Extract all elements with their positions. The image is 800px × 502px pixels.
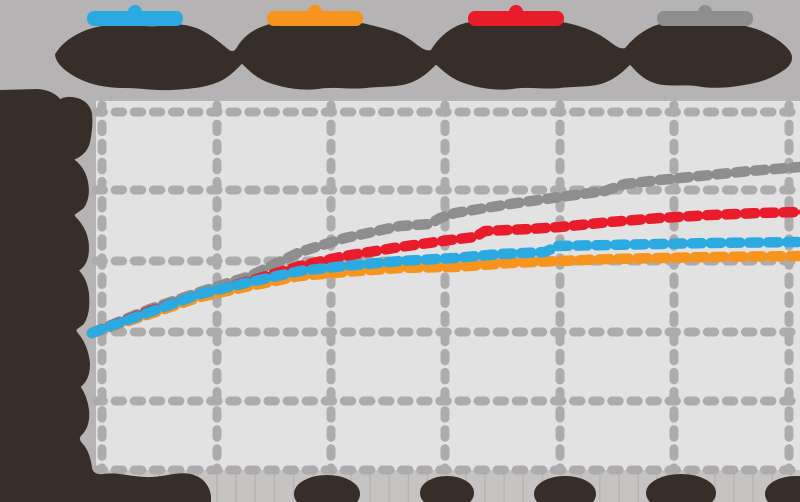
x-tick-blob: [294, 475, 360, 502]
x-tick-blob: [646, 474, 716, 502]
x-tick-blob: [420, 476, 474, 502]
x-tick-blob: [765, 476, 800, 502]
blue-series-markers: [86, 236, 800, 339]
legend-marker-series-gray: [698, 5, 712, 19]
series-lines: [86, 161, 800, 339]
y-axis-labels-blob: [0, 89, 211, 502]
illegible-text-blobs: [0, 20, 800, 502]
legend: [87, 5, 753, 26]
legend-text-blob: [55, 20, 792, 91]
x-tick-blob: [534, 476, 596, 502]
legend-marker-series-blue: [128, 5, 142, 19]
legend-marker-series-orange: [308, 5, 322, 19]
legend-marker-series-red: [509, 5, 523, 19]
